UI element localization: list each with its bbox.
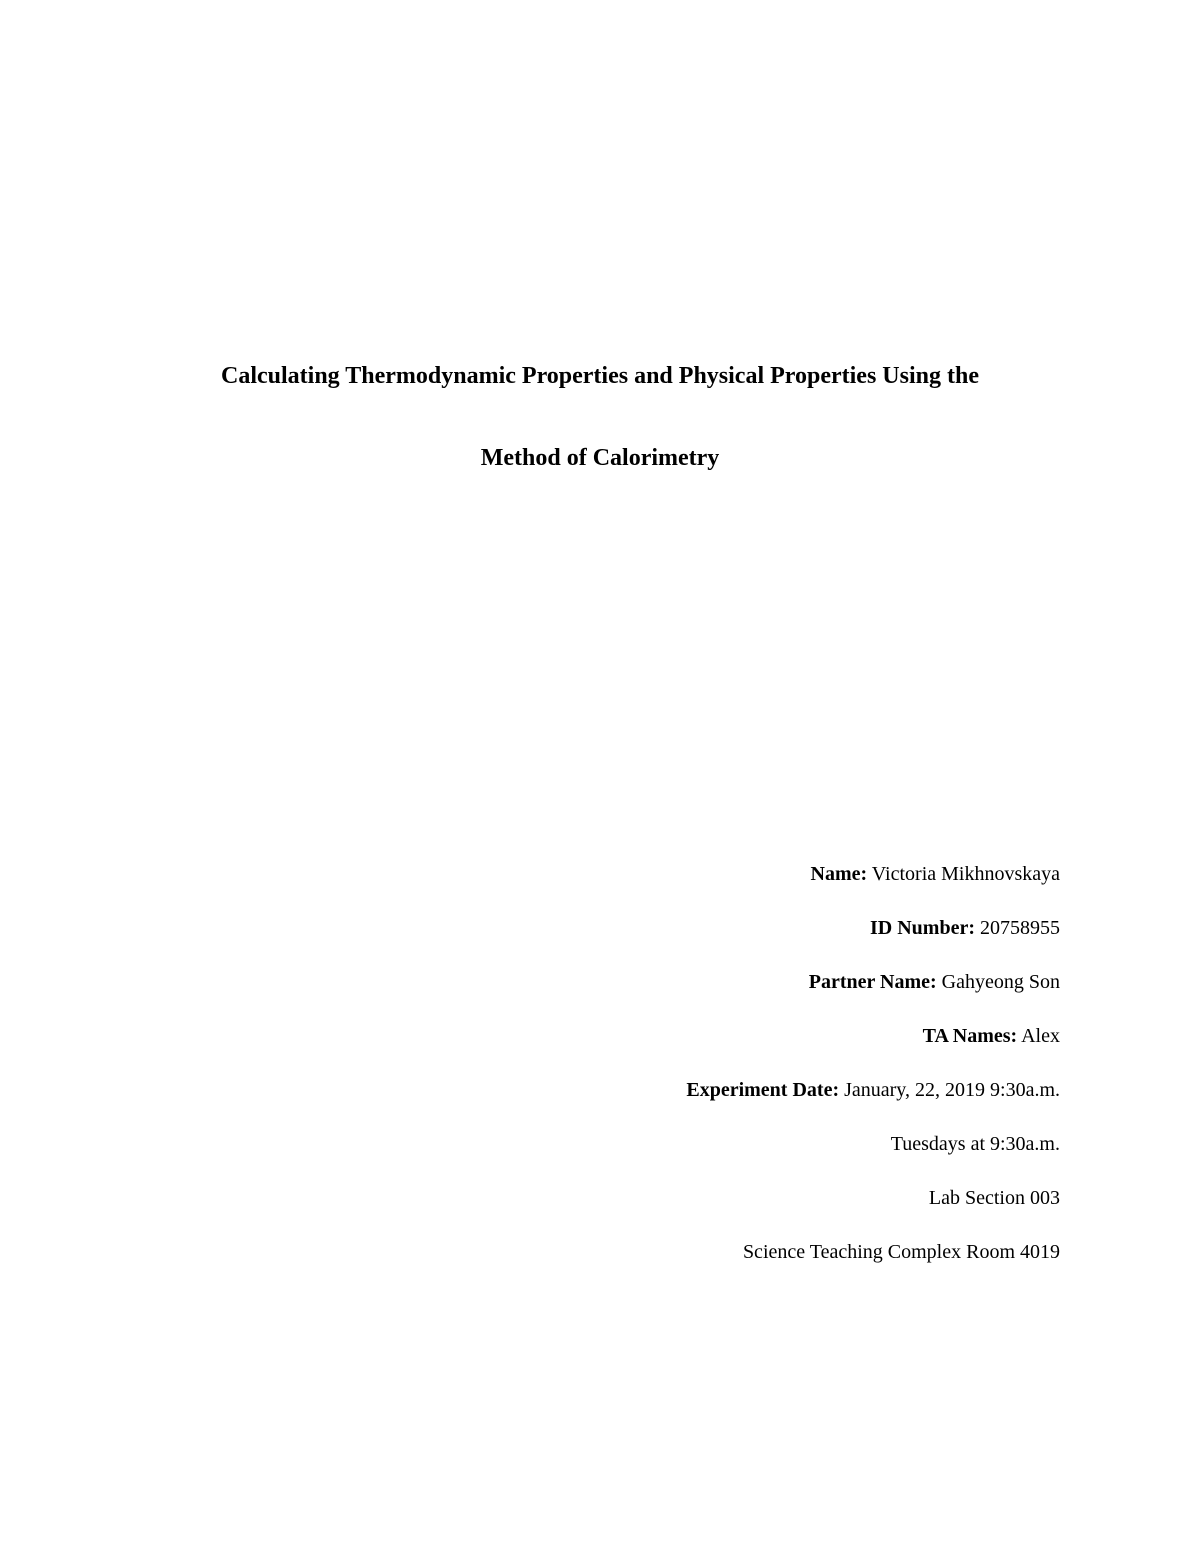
id-label: ID Number: <box>870 917 975 939</box>
date-line: Experiment Date: January, 22, 2019 9:30a… <box>140 1077 1060 1103</box>
info-section: Name: Victoria Mikhnovskaya ID Number: 2… <box>140 861 1060 1293</box>
ta-value: Alex <box>1017 1025 1060 1047</box>
name-label: Name: <box>811 863 868 885</box>
title-line-2: Method of Calorimetry <box>140 442 1060 476</box>
partner-line: Partner Name: Gahyeong Son <box>140 969 1060 995</box>
partner-value: Gahyeong Son <box>937 971 1060 993</box>
date-label: Experiment Date: <box>686 1079 839 1101</box>
document-page: Calculating Thermodynamic Properties and… <box>0 0 1200 1553</box>
room-line: Science Teaching Complex Room 4019 <box>140 1239 1060 1265</box>
id-value: 20758955 <box>975 917 1060 939</box>
partner-label: Partner Name: <box>809 971 937 993</box>
name-value: Victoria Mikhnovskaya <box>867 863 1060 885</box>
date-value: January, 22, 2019 9:30a.m. <box>839 1079 1060 1101</box>
title-line-1: Calculating Thermodynamic Properties and… <box>140 360 1060 394</box>
title-section: Calculating Thermodynamic Properties and… <box>140 360 1060 523</box>
section-line: Lab Section 003 <box>140 1185 1060 1211</box>
ta-line: TA Names: Alex <box>140 1023 1060 1049</box>
name-line: Name: Victoria Mikhnovskaya <box>140 861 1060 887</box>
id-line: ID Number: 20758955 <box>140 915 1060 941</box>
schedule-line: Tuesdays at 9:30a.m. <box>140 1131 1060 1157</box>
ta-label: TA Names: <box>923 1025 1018 1047</box>
